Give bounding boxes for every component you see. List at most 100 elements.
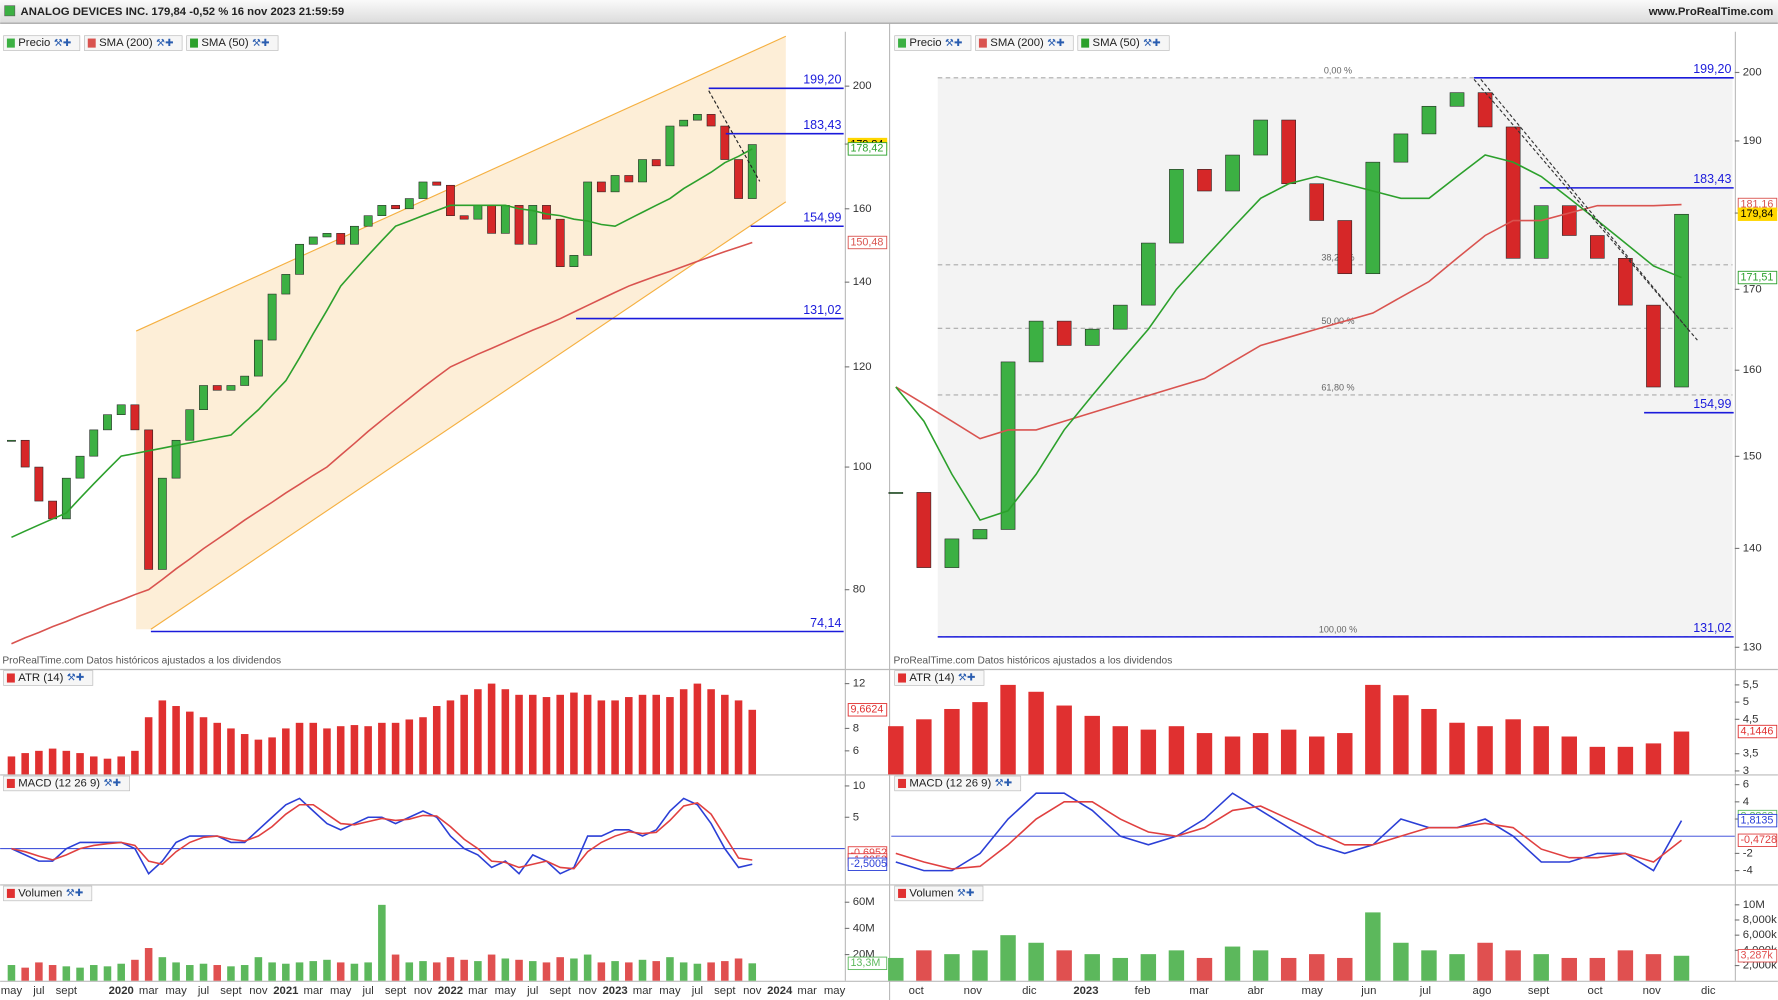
y-tick-label: 160 [853,203,872,215]
bar [76,753,84,775]
candle [542,205,551,220]
volume-bar [1224,946,1241,981]
candle [459,215,469,220]
candle [944,538,960,568]
bar [1561,736,1577,775]
channel-line [150,201,787,630]
y-tick-label: -2 [1743,847,1753,859]
x-tick-label: 2021 [273,985,298,997]
volume-bar [240,965,249,981]
volume-bar [7,965,16,981]
volume-bar [213,965,222,981]
legend-label[interactable]: SMA (200) [99,37,153,49]
candle [253,339,263,377]
header-site[interactable]: www.ProRealTime.com [1648,6,1774,18]
x-tick-label: jul [32,985,44,997]
candle [1618,258,1633,306]
volume-bar [446,957,455,981]
y-tick-label: 3 [1743,765,1749,777]
volume-bar [378,904,386,981]
volume-bar [501,958,510,981]
candle [1112,304,1128,330]
volume-bar [1393,942,1409,981]
bar [916,719,932,775]
sma-line [895,154,1682,522]
candle [391,205,400,210]
bar [693,683,702,775]
volume-bar [172,962,180,981]
volume-bar [1477,942,1493,981]
x-tick-label: may [1,985,23,997]
legend-label[interactable]: Volumen [18,887,62,899]
volume-bar [103,966,112,981]
channel-line [135,35,787,332]
legend-tool: ⚒✚ [67,673,85,684]
volume-bar [487,954,496,981]
x-tick-label: mar [1189,985,1209,997]
bar [1337,733,1353,775]
bar [1196,733,1213,775]
legend-swatch [6,673,15,683]
candle [130,404,140,431]
x-tick-label: jun [1360,985,1376,997]
y-tick-label: 150 [1743,450,1762,462]
bar [48,748,57,775]
last-value-label: 171,51 [1740,271,1773,283]
legend-tool: ⚒✚ [957,888,975,899]
bar [1028,691,1044,775]
bar [734,700,743,775]
level-label: 199,20 [803,73,841,87]
legend-label[interactable]: Precio [18,37,50,49]
volume-bar [460,959,468,981]
candle [679,119,689,127]
candle [555,218,565,267]
bar [295,722,304,775]
legend-tool: ⚒✚ [958,673,976,684]
last-value-label: -2,5005 [850,858,887,870]
legend-label[interactable]: Precio [909,37,941,49]
volume-bar [419,961,427,981]
x-tick-label: mar [633,985,653,997]
candle [1646,304,1661,388]
x-tick-label: nov [1643,985,1662,997]
legend-label[interactable]: SMA (50) [201,37,248,49]
x-tick-label: mar [797,985,817,997]
legend-label[interactable]: Volumen [909,887,953,899]
legend-tool: ⚒✚ [995,778,1013,789]
candle [1674,213,1689,388]
candle [1590,235,1605,259]
legend-label[interactable]: ATR (14) [909,672,954,684]
volume-bar [972,950,988,981]
header-bar [0,0,1778,23]
x-tick-label: jul [361,985,373,997]
bar [1084,715,1100,775]
legend-box [186,35,279,51]
volume-bar [734,958,743,981]
candle [1225,154,1240,192]
volume-bar [888,957,904,981]
volume-bar [474,961,482,981]
legend-label[interactable]: SMA (200) [990,37,1044,49]
volume-bar [652,961,661,981]
legend-label[interactable]: ATR (14) [18,672,63,684]
legend-swatch [978,38,987,48]
volume-bar [542,962,551,981]
bar [336,726,345,775]
legend-label[interactable]: MACD (12 26 9) [909,777,991,789]
bar [748,709,757,775]
header-icon [4,5,16,17]
x-tick-label: oct [1588,985,1604,997]
candle [157,477,167,570]
legend-label[interactable]: SMA (50) [1093,37,1140,49]
volume-bar [721,961,729,981]
candle [116,404,126,415]
bar [570,692,578,775]
volume-bar [1505,950,1521,981]
bar [254,739,263,775]
bar [707,689,715,775]
legend-label[interactable]: MACD (12 26 9) [18,777,100,789]
bar [1617,746,1634,775]
x-tick-label: may [165,985,187,997]
header-title: ANALOG DEVICES INC. 179,84 -0,52 % 16 no… [21,6,345,18]
x-tick-label: may [330,985,352,997]
